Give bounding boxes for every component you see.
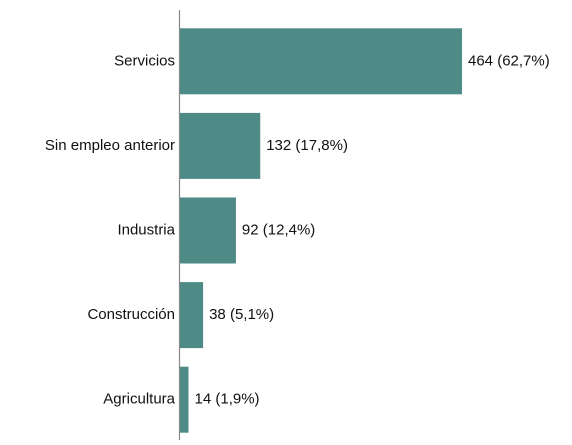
bar	[180, 197, 236, 264]
value-label: 38 (5,1%)	[209, 306, 274, 323]
category-label: Sin empleo anterior	[45, 137, 175, 154]
category-label: Construcción	[87, 306, 175, 323]
value-label: 92 (12,4%)	[242, 221, 315, 238]
bar	[180, 282, 204, 349]
category-label: Industria	[117, 221, 175, 238]
bar	[180, 28, 462, 95]
value-label: 464 (62,7%)	[468, 52, 550, 69]
bar	[180, 112, 261, 179]
category-label: Servicios	[114, 52, 175, 69]
category-label: Agricultura	[103, 391, 175, 408]
value-label: 14 (1,9%)	[195, 391, 260, 408]
bar	[180, 366, 189, 433]
value-label: 132 (17,8%)	[266, 137, 348, 154]
